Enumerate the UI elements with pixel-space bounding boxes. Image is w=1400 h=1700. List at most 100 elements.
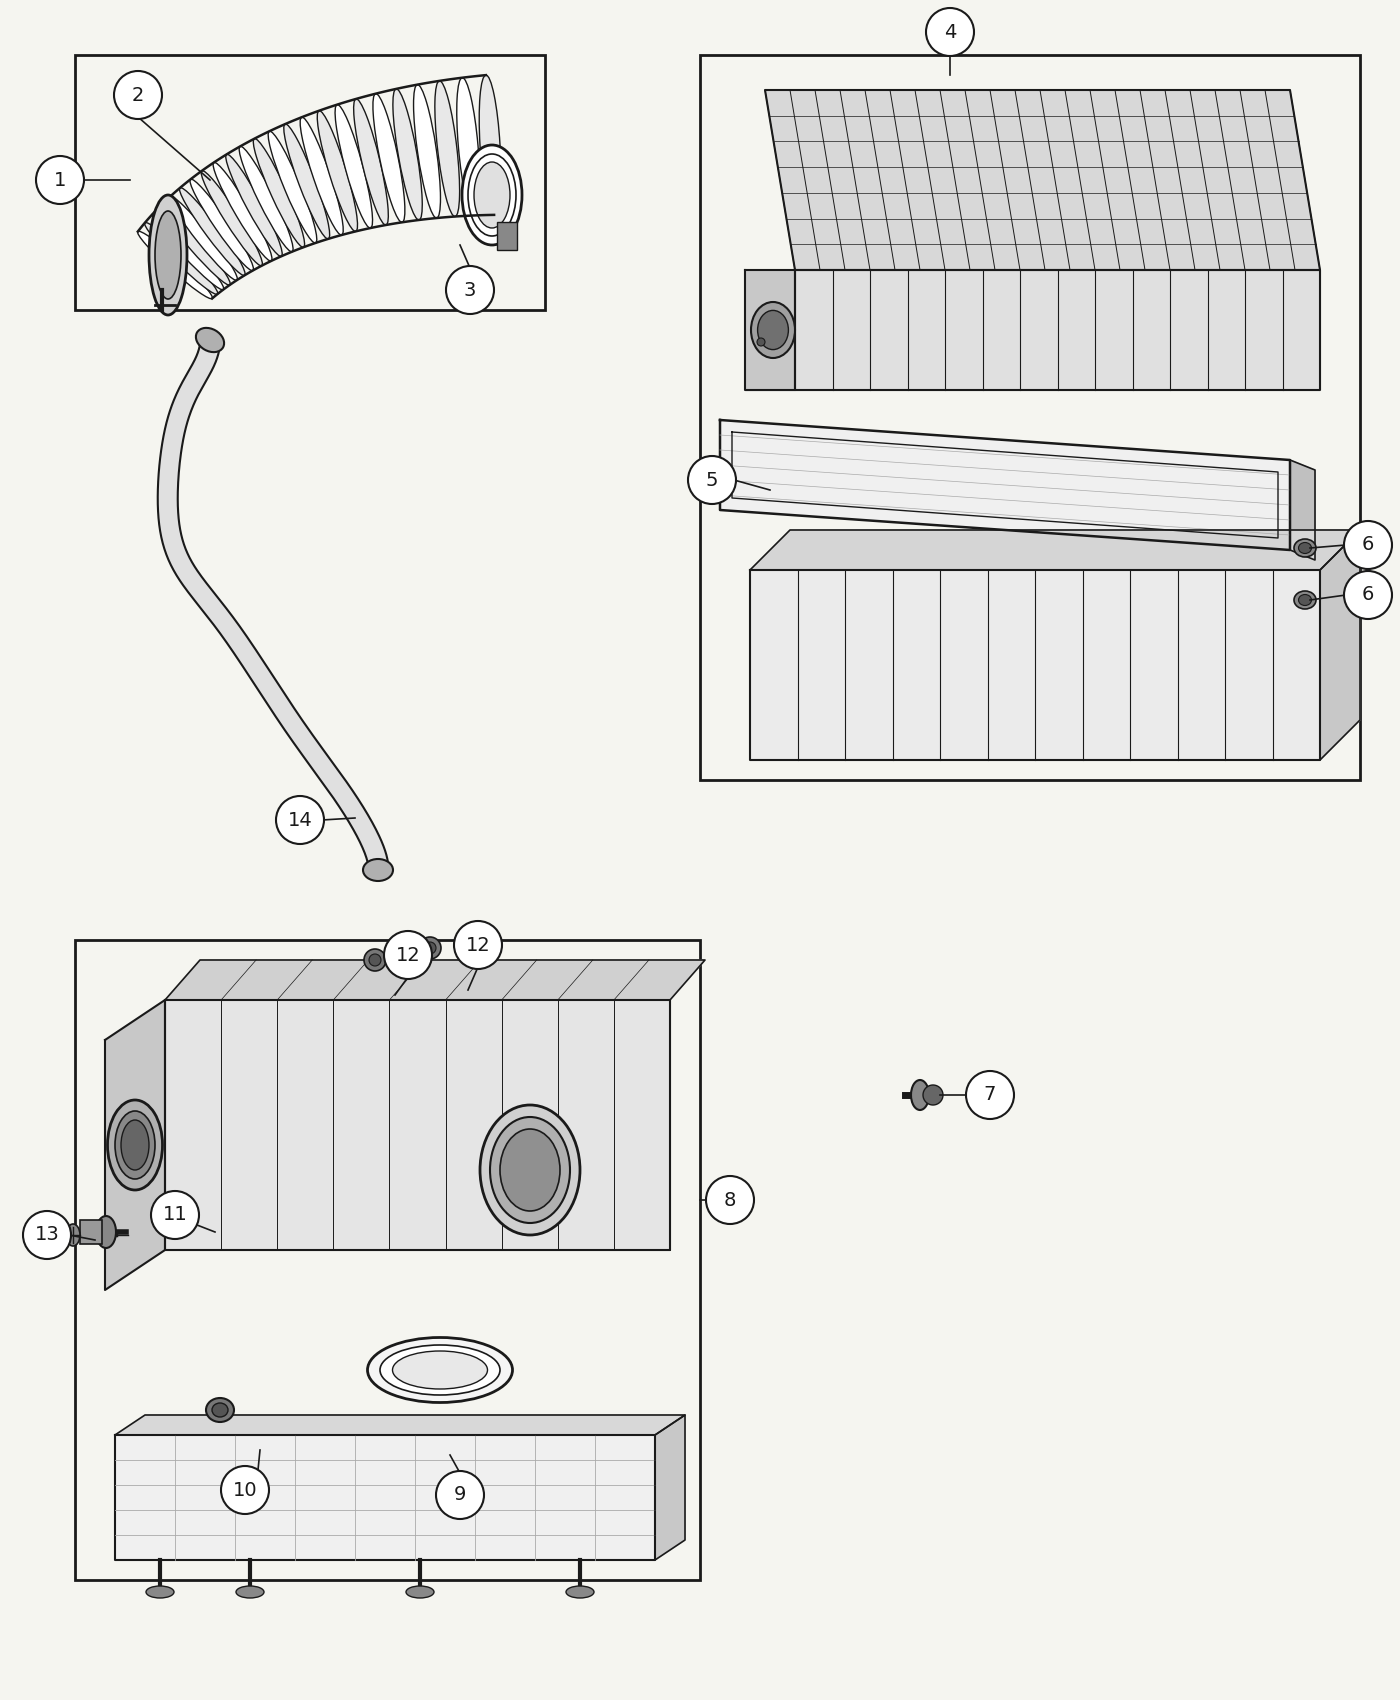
Bar xyxy=(76,54,545,309)
Polygon shape xyxy=(1289,461,1315,559)
Ellipse shape xyxy=(169,197,238,280)
Text: 2: 2 xyxy=(132,85,144,104)
Polygon shape xyxy=(115,1435,655,1561)
Ellipse shape xyxy=(750,303,795,359)
Ellipse shape xyxy=(239,146,293,252)
Ellipse shape xyxy=(161,206,230,286)
Circle shape xyxy=(447,265,494,314)
Ellipse shape xyxy=(190,178,253,270)
Circle shape xyxy=(22,1210,71,1260)
Ellipse shape xyxy=(237,1586,265,1598)
Ellipse shape xyxy=(144,223,218,294)
Circle shape xyxy=(1344,520,1392,570)
Ellipse shape xyxy=(480,1105,580,1234)
Ellipse shape xyxy=(566,1586,594,1598)
Text: 8: 8 xyxy=(724,1190,736,1209)
Ellipse shape xyxy=(379,1345,500,1396)
Circle shape xyxy=(1344,571,1392,619)
Ellipse shape xyxy=(284,124,329,240)
Circle shape xyxy=(221,1465,269,1515)
Ellipse shape xyxy=(757,338,764,347)
Ellipse shape xyxy=(146,1586,174,1598)
Bar xyxy=(80,1221,102,1244)
Ellipse shape xyxy=(475,162,510,228)
Ellipse shape xyxy=(456,78,480,216)
Polygon shape xyxy=(655,1414,685,1561)
Circle shape xyxy=(706,1176,755,1224)
Ellipse shape xyxy=(911,1080,930,1110)
Ellipse shape xyxy=(97,1216,116,1248)
Polygon shape xyxy=(720,420,1289,551)
Ellipse shape xyxy=(155,211,181,299)
Ellipse shape xyxy=(213,163,272,262)
Ellipse shape xyxy=(1299,542,1312,554)
Text: 12: 12 xyxy=(466,935,490,954)
Ellipse shape xyxy=(335,105,372,228)
Ellipse shape xyxy=(137,231,213,299)
Text: 5: 5 xyxy=(706,471,718,490)
Polygon shape xyxy=(158,343,388,872)
Ellipse shape xyxy=(179,187,245,275)
Polygon shape xyxy=(1320,530,1359,760)
Text: 4: 4 xyxy=(944,22,956,41)
Ellipse shape xyxy=(1294,539,1316,558)
Text: 10: 10 xyxy=(232,1481,258,1499)
Ellipse shape xyxy=(392,1352,487,1389)
Polygon shape xyxy=(795,270,1320,389)
Text: 9: 9 xyxy=(454,1486,466,1504)
Ellipse shape xyxy=(367,1338,512,1402)
Ellipse shape xyxy=(115,1112,155,1180)
Text: 13: 13 xyxy=(35,1226,59,1244)
Text: 6: 6 xyxy=(1362,536,1375,554)
Text: 6: 6 xyxy=(1362,585,1375,605)
Polygon shape xyxy=(750,530,1359,570)
Ellipse shape xyxy=(424,942,435,954)
Circle shape xyxy=(276,796,323,843)
Ellipse shape xyxy=(253,139,305,246)
Circle shape xyxy=(384,932,433,979)
Ellipse shape xyxy=(372,94,405,223)
Ellipse shape xyxy=(354,99,388,224)
Polygon shape xyxy=(115,1414,685,1435)
Circle shape xyxy=(923,1085,944,1105)
Ellipse shape xyxy=(1294,592,1316,609)
Ellipse shape xyxy=(120,1120,148,1170)
Circle shape xyxy=(687,456,736,503)
Ellipse shape xyxy=(202,170,262,265)
Ellipse shape xyxy=(153,214,224,289)
Ellipse shape xyxy=(419,937,441,959)
Ellipse shape xyxy=(196,328,224,352)
Text: 7: 7 xyxy=(984,1086,997,1105)
Ellipse shape xyxy=(269,131,316,243)
Ellipse shape xyxy=(490,1117,570,1222)
Circle shape xyxy=(454,921,503,969)
Circle shape xyxy=(113,71,162,119)
Ellipse shape xyxy=(1299,595,1312,605)
Ellipse shape xyxy=(435,82,459,216)
Circle shape xyxy=(36,156,84,204)
Bar xyxy=(497,223,517,250)
Ellipse shape xyxy=(225,155,283,257)
Ellipse shape xyxy=(500,1129,560,1210)
Ellipse shape xyxy=(393,88,423,219)
Polygon shape xyxy=(165,960,706,1000)
Polygon shape xyxy=(764,90,1320,270)
Text: 1: 1 xyxy=(53,170,66,189)
Ellipse shape xyxy=(468,155,517,236)
Ellipse shape xyxy=(479,75,501,214)
Bar xyxy=(76,940,700,1579)
Polygon shape xyxy=(105,1000,165,1290)
Ellipse shape xyxy=(318,110,357,231)
Ellipse shape xyxy=(406,1586,434,1598)
Ellipse shape xyxy=(206,1397,234,1421)
Ellipse shape xyxy=(211,1402,228,1418)
Text: 3: 3 xyxy=(463,280,476,299)
Ellipse shape xyxy=(148,196,188,314)
Ellipse shape xyxy=(108,1100,162,1190)
Bar xyxy=(700,54,1359,780)
Ellipse shape xyxy=(462,144,522,245)
Polygon shape xyxy=(745,270,795,389)
Text: 14: 14 xyxy=(287,811,312,830)
Text: 11: 11 xyxy=(162,1205,188,1224)
Ellipse shape xyxy=(66,1224,80,1246)
